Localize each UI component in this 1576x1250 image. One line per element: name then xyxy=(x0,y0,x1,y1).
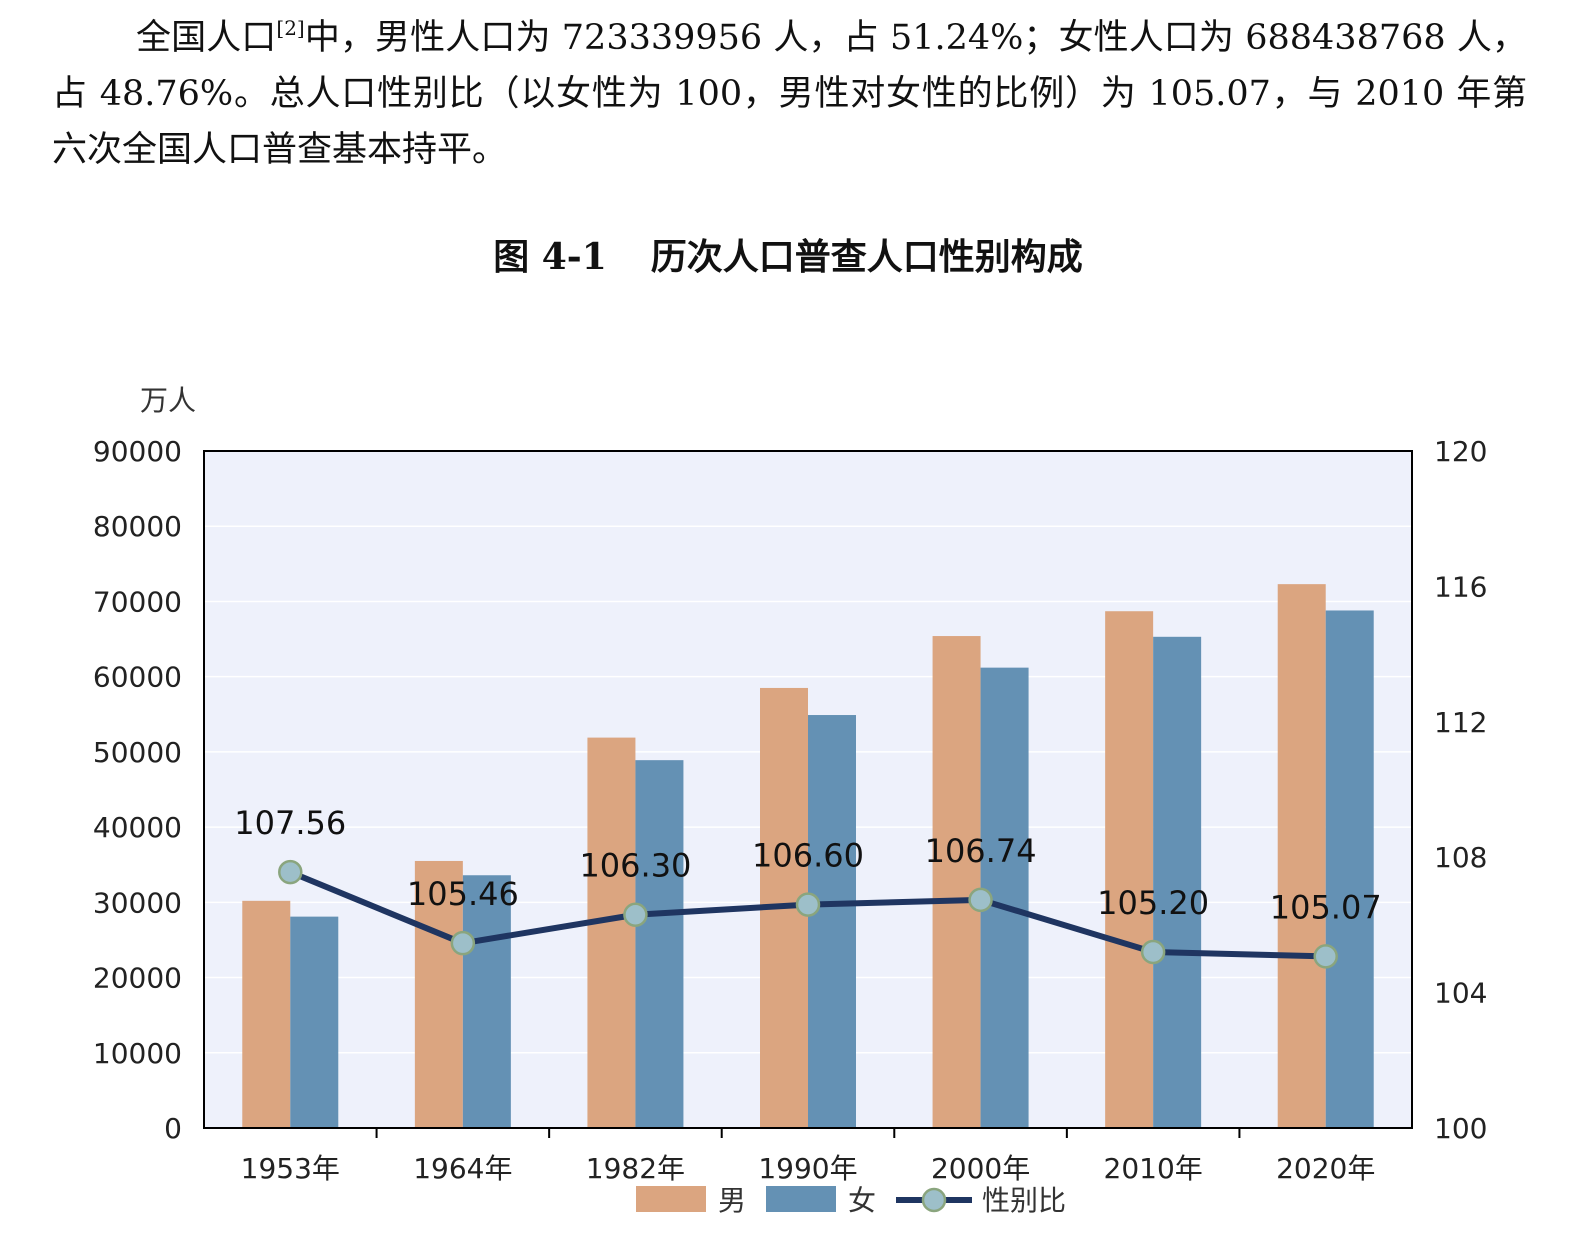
legend-swatch-female xyxy=(766,1186,836,1212)
x-tick-label: 2020年 xyxy=(1276,1152,1375,1185)
y-left-tick-label: 20000 xyxy=(93,962,182,995)
bar-female xyxy=(808,715,856,1128)
bar-male xyxy=(1105,611,1153,1128)
y-left-tick-label: 60000 xyxy=(93,661,182,694)
ratio-data-label: 105.07 xyxy=(1270,888,1382,926)
y-left-tick-label: 30000 xyxy=(93,886,182,919)
bar-female xyxy=(635,760,683,1128)
legend-marker-ratio xyxy=(923,1189,945,1211)
y-left-tick-label: 70000 xyxy=(93,585,182,618)
bar-male xyxy=(933,636,981,1128)
y-axis-unit-label: 万人 xyxy=(140,384,196,417)
ratio-data-label: 105.46 xyxy=(407,875,519,913)
y-right-tick-label: 112 xyxy=(1434,706,1487,739)
y-right-tick-label: 104 xyxy=(1434,977,1487,1010)
bar-female xyxy=(1326,610,1374,1128)
chart: 万人 107.56 105.46 106.30 106.60 106.74 105.20 1… xyxy=(0,0,1576,1250)
y-right-tick-label: 120 xyxy=(1434,435,1487,468)
y-left-tick-label: 90000 xyxy=(93,435,182,468)
x-tick-label: 2010年 xyxy=(1104,1152,1203,1185)
ratio-marker xyxy=(797,894,819,916)
y-left-tick-label: 50000 xyxy=(93,736,182,769)
legend-label-ratio: 性别比 xyxy=(982,1184,1066,1217)
y-left-tick-label: 40000 xyxy=(93,811,182,844)
x-tick-label: 1953年 xyxy=(241,1152,340,1185)
ratio-marker xyxy=(452,932,474,954)
ratio-marker xyxy=(970,889,992,911)
x-tick-label: 1964年 xyxy=(413,1152,512,1185)
y-left-tick-label: 80000 xyxy=(93,510,182,543)
ratio-marker xyxy=(1142,941,1164,963)
y-left-tick-label: 0 xyxy=(164,1112,182,1145)
legend-label-male: 男 xyxy=(718,1184,746,1217)
x-tick-label: 2000年 xyxy=(931,1152,1030,1185)
ratio-data-label: 106.74 xyxy=(925,832,1037,870)
y-left-tick-label: 10000 xyxy=(93,1037,182,1070)
ratio-data-label: 106.60 xyxy=(752,837,864,875)
legend-swatch-male xyxy=(636,1186,706,1212)
y-right-tick-label: 100 xyxy=(1434,1112,1487,1145)
bar-male xyxy=(242,901,290,1128)
x-tick-label: 1982年 xyxy=(586,1152,685,1185)
y-right-tick-label: 116 xyxy=(1434,570,1487,603)
legend-label-female: 女 xyxy=(848,1184,876,1217)
ratio-marker xyxy=(1315,945,1337,967)
ratio-data-label: 107.56 xyxy=(234,804,346,842)
ratio-marker xyxy=(624,904,646,926)
ratio-data-label: 105.20 xyxy=(1097,884,1209,922)
bar-male xyxy=(587,738,635,1128)
ratio-marker xyxy=(279,861,301,883)
x-tick-label: 1990年 xyxy=(758,1152,857,1185)
bar-male xyxy=(1278,584,1326,1128)
ratio-data-label: 106.30 xyxy=(579,847,691,885)
bar-female xyxy=(290,917,338,1128)
bar-female xyxy=(1153,637,1201,1128)
y-right-tick-label: 108 xyxy=(1434,841,1487,874)
